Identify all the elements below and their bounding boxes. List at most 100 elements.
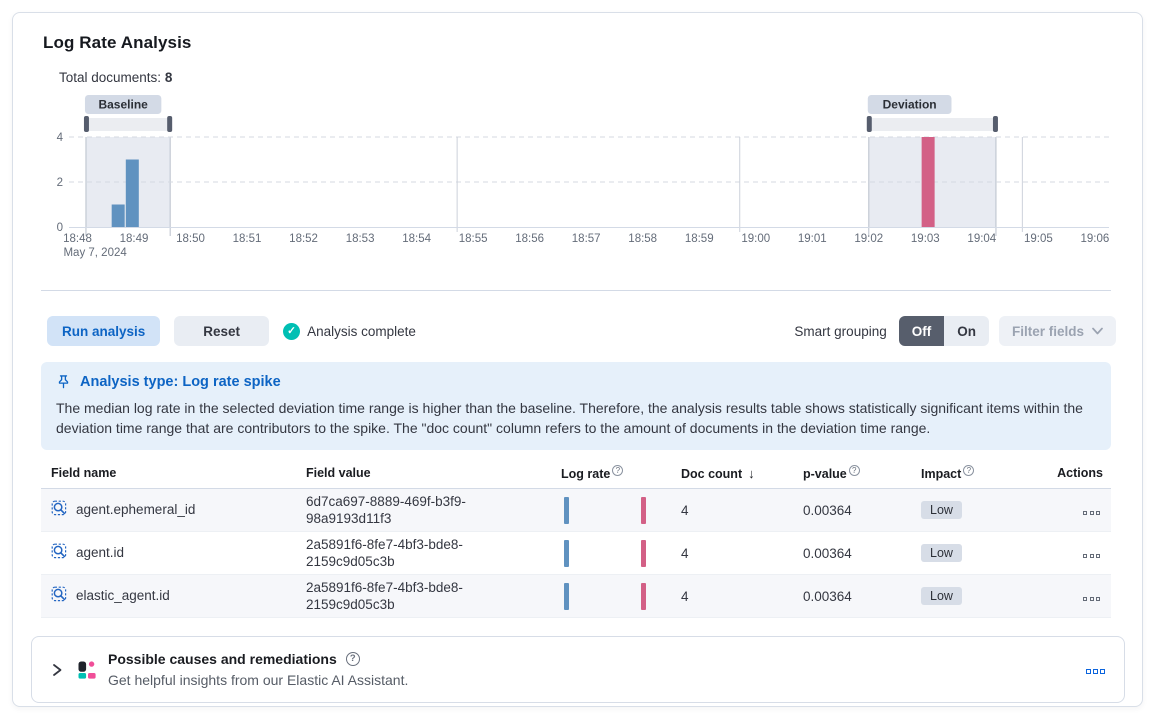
baseline-mini-bar — [564, 582, 569, 610]
callout-title: Analysis type: Log rate spike — [80, 374, 281, 390]
x-axis-label: 19:00 — [741, 233, 770, 245]
x-axis-label: 18:58 — [628, 233, 657, 245]
analysis-type-callout: Analysis type: Log rate spike The median… — [41, 362, 1111, 450]
field-name: agent.ephemeral_id — [76, 501, 196, 517]
baseline-brush-right-handle[interactable] — [167, 116, 173, 132]
p-value: 0.00364 — [803, 574, 921, 619]
table-row: agent.ephemeral_id 6d7ca697-8889-469f-b3… — [41, 488, 1111, 533]
column-header-log-rate[interactable]: Log rate? — [561, 463, 681, 490]
x-axis-label: 19:05 — [1024, 233, 1053, 245]
baseline-brush-left-handle[interactable] — [83, 116, 89, 132]
smart-grouping-on-button[interactable]: On — [944, 316, 989, 346]
p-value: 0.00364 — [803, 531, 921, 576]
filter-fields-button[interactable]: Filter fields — [998, 316, 1116, 346]
column-header-doc-count[interactable]: Doc count ↓ — [681, 463, 803, 490]
x-axis-label: 18:55 — [459, 233, 488, 245]
baseline-brush[interactable] — [85, 118, 171, 131]
deviation-badge-label: Deviation — [883, 98, 937, 112]
log-rate-mini-chart — [561, 582, 653, 610]
row-actions-button[interactable] — [1080, 508, 1103, 518]
field-value: 6d7ca697-8889-469f-b3f9-98a9193d11f3 — [306, 494, 466, 527]
chevron-right-icon — [53, 663, 62, 676]
row-actions-button[interactable] — [1080, 551, 1103, 561]
run-analysis-button[interactable]: Run analysis — [47, 316, 161, 346]
baseline-mini-bar — [564, 496, 569, 524]
x-axis-label: 18:53 — [346, 233, 375, 245]
field-value: 2a5891f6-8fe7-4bf3-bde8-2159c9d05c3b — [306, 537, 463, 570]
analysis-status: ✓ Analysis complete — [283, 322, 416, 340]
x-axis-label: 18:56 — [515, 233, 544, 245]
total-documents-value: 8 — [164, 70, 173, 85]
histogram-bar-baseline — [125, 159, 139, 227]
expand-accordion-button[interactable] — [48, 660, 66, 680]
x-axis-label: 18:50 — [176, 233, 205, 245]
field-search-icon[interactable] — [51, 500, 67, 519]
x-axis-label: 19:02 — [854, 233, 883, 245]
doc-count: 4 — [681, 531, 803, 576]
possible-causes-subtitle: Get helpful insights from our Elastic AI… — [108, 672, 409, 689]
field-value: 2a5891f6-8fe7-4bf3-bde8-2159c9d05c3b — [306, 580, 463, 613]
toolbar: Run analysis Reset ✓ Analysis complete S… — [47, 316, 1116, 346]
log-rate-mini-chart — [561, 539, 653, 567]
histogram-bar-baseline — [111, 204, 125, 227]
deviation-brush[interactable] — [868, 118, 996, 131]
impact-badge: Low — [921, 501, 962, 520]
total-documents: Total documents: 8 — [59, 70, 1124, 85]
elastic-ai-assistant-icon — [78, 661, 96, 679]
column-header-field-value[interactable]: Field value — [306, 463, 561, 490]
x-axis-label: 19:01 — [798, 233, 827, 245]
impact-badge: Low — [921, 587, 962, 606]
smart-grouping-off-button[interactable]: Off — [898, 316, 945, 346]
possible-causes-title: Possible causes and remediations — [108, 651, 337, 668]
column-header-field-name[interactable]: Field name — [41, 463, 306, 490]
deviation-brush-right-handle[interactable] — [992, 116, 998, 132]
smart-grouping-toggle: Off On — [898, 316, 989, 346]
column-header-impact[interactable]: Impact? — [921, 463, 1021, 490]
x-axis-label: 19:06 — [1080, 233, 1109, 245]
deviation-brush-left-handle[interactable] — [866, 116, 872, 132]
table-header-row: Field name Field value Log rate? Doc cou… — [41, 463, 1111, 490]
impact-badge: Low — [921, 544, 962, 563]
document-count-chart[interactable]: 0 2 4 18:48 18:49 18:50 18:51 18:52 18:53 18:54 18… — [31, 95, 1124, 276]
doc-count: 4 — [681, 488, 803, 533]
deviation-mini-bar — [641, 539, 646, 567]
y-axis-label: 4 — [57, 132, 64, 144]
x-axis-label: 18:48 — [63, 233, 92, 245]
log-rate-info-icon[interactable]: ? — [612, 465, 624, 476]
y-axis-label: 2 — [57, 177, 63, 189]
p-value: 0.00364 — [803, 488, 921, 533]
baseline-mini-bar — [564, 539, 569, 567]
deviation-mini-bar — [641, 582, 646, 610]
p-value-info-icon[interactable]: ? — [848, 465, 860, 476]
field-name: elastic_agent.id — [76, 587, 170, 603]
chevron-down-icon — [1092, 327, 1103, 335]
smart-grouping-label: Smart grouping — [794, 323, 887, 339]
baseline-badge-label: Baseline — [98, 98, 148, 112]
field-search-icon[interactable] — [51, 543, 67, 562]
field-name: agent.id — [76, 544, 125, 560]
histogram-bar-deviation — [921, 137, 935, 227]
x-axis-label: 18:54 — [402, 233, 431, 245]
x-axis-label: 19:04 — [967, 233, 996, 245]
x-axis-label: 19:03 — [911, 233, 940, 245]
help-icon[interactable]: ? — [345, 652, 360, 667]
row-actions-button[interactable] — [1080, 594, 1103, 604]
deviation-mini-bar — [641, 496, 646, 524]
divider — [41, 290, 1111, 291]
x-axis-date-label: May 7, 2024 — [63, 247, 127, 259]
log-rate-analysis-panel: Log Rate Analysis Total documents: 8 0 2 4… — [12, 12, 1143, 707]
check-icon: ✓ — [283, 322, 301, 340]
field-search-icon[interactable] — [51, 586, 67, 605]
panel-actions-button[interactable] — [1083, 666, 1108, 677]
table-row: elastic_agent.id 2a5891f6-8fe7-4bf3-bde8… — [41, 574, 1111, 619]
deviation-badge — [867, 95, 952, 114]
column-header-p-value[interactable]: p-value? — [803, 463, 921, 490]
table-row: agent.id 2a5891f6-8fe7-4bf3-bde8-2159c9d… — [41, 531, 1111, 576]
analysis-results-table: Field name Field value Log rate? Doc cou… — [41, 463, 1111, 619]
y-axis-label: 0 — [57, 222, 63, 234]
impact-info-icon[interactable]: ? — [963, 465, 975, 476]
sort-desc-icon: ↓ — [748, 465, 755, 481]
possible-causes-panel: Possible causes and remediations ? Get h… — [31, 636, 1125, 704]
x-axis-label: 18:52 — [289, 233, 318, 245]
reset-button[interactable]: Reset — [174, 316, 270, 346]
